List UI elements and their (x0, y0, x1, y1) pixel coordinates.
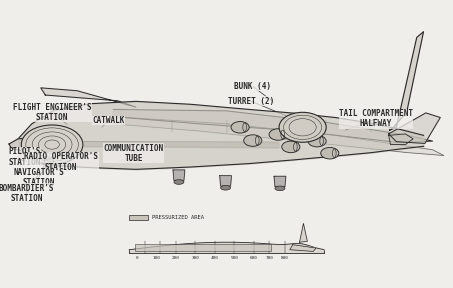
Polygon shape (41, 88, 136, 107)
Polygon shape (113, 117, 444, 156)
Text: 500: 500 (231, 256, 238, 260)
Ellipse shape (45, 166, 53, 170)
Polygon shape (389, 113, 440, 143)
Polygon shape (299, 223, 307, 242)
Circle shape (231, 122, 249, 133)
Text: 400: 400 (211, 256, 219, 260)
Text: 0: 0 (135, 256, 138, 260)
Text: BUNK (4): BUNK (4) (234, 82, 271, 91)
Text: FLIGHT ENGINEER'S
STATION: FLIGHT ENGINEER'S STATION (13, 103, 92, 122)
Polygon shape (44, 159, 53, 167)
Text: 800: 800 (281, 256, 289, 260)
Polygon shape (274, 176, 286, 187)
Circle shape (269, 129, 287, 140)
Circle shape (244, 135, 262, 146)
Text: 300: 300 (192, 256, 199, 260)
Text: PILOT'S
STATION: PILOT'S STATION (9, 147, 41, 167)
Circle shape (279, 112, 326, 142)
Text: 100: 100 (153, 256, 160, 260)
Circle shape (308, 135, 326, 147)
Polygon shape (113, 109, 433, 143)
Text: PRESSURIZED AREA: PRESSURIZED AREA (152, 215, 204, 220)
Bar (135, 244, 271, 251)
Text: TAIL COMPARTMENT
HALFWAY: TAIL COMPARTMENT HALFWAY (339, 109, 413, 128)
Text: 200: 200 (172, 256, 180, 260)
Polygon shape (389, 134, 413, 145)
Ellipse shape (275, 186, 285, 191)
Circle shape (21, 125, 83, 164)
Ellipse shape (221, 185, 231, 190)
Text: NAVIGATOR'S
STATION: NAVIGATOR'S STATION (13, 168, 64, 187)
Text: COMMUNICATION
TUBE: COMMUNICATION TUBE (104, 143, 164, 163)
Polygon shape (9, 138, 32, 150)
Text: 600: 600 (250, 256, 258, 260)
Text: 700: 700 (265, 256, 273, 260)
Text: BOMBARDIER'S
STATION: BOMBARDIER'S STATION (0, 184, 54, 203)
Polygon shape (220, 176, 231, 186)
Text: RADIO OPERATOR'S
STATION: RADIO OPERATOR'S STATION (24, 152, 98, 172)
Circle shape (321, 147, 339, 159)
Text: TURRET (2): TURRET (2) (228, 97, 275, 106)
Circle shape (282, 141, 300, 153)
Polygon shape (290, 245, 316, 251)
Text: CATWALK: CATWALK (92, 116, 125, 125)
Polygon shape (173, 170, 185, 180)
Bar (129, 215, 148, 220)
Polygon shape (390, 32, 424, 130)
Ellipse shape (174, 180, 184, 184)
